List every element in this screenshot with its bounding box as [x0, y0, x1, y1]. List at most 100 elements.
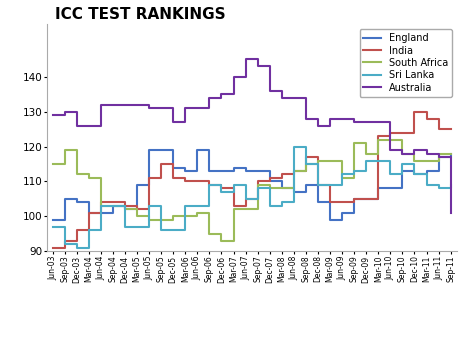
- Australia: [183, 106, 188, 110]
- South Africa: [86, 176, 92, 180]
- Australia: [279, 96, 285, 100]
- England: [424, 169, 429, 173]
- South Africa: [243, 207, 248, 211]
- Sri Lanka: [171, 228, 176, 232]
- South Africa: [291, 169, 297, 173]
- South Africa: [339, 176, 345, 180]
- Sri Lanka: [291, 144, 297, 149]
- South Africa: [134, 214, 140, 218]
- Sri Lanka: [62, 242, 68, 246]
- Sri Lanka: [134, 225, 140, 229]
- Sri Lanka: [424, 183, 429, 187]
- India: [50, 246, 55, 250]
- Australia: [158, 106, 164, 110]
- England: [255, 169, 260, 173]
- Sri Lanka: [146, 204, 152, 208]
- England: [388, 186, 393, 191]
- Sri Lanka: [279, 200, 285, 205]
- South Africa: [303, 162, 308, 166]
- India: [363, 197, 369, 201]
- Line: Sri Lanka: Sri Lanka: [53, 147, 451, 248]
- South Africa: [448, 151, 453, 156]
- Australia: [376, 120, 381, 124]
- Australia: [388, 148, 393, 152]
- England: [195, 148, 200, 152]
- England: [436, 155, 441, 159]
- South Africa: [219, 239, 224, 243]
- England: [122, 207, 128, 211]
- Australia: [231, 75, 236, 79]
- India: [436, 127, 441, 131]
- South Africa: [231, 207, 236, 211]
- Text: ICC TEST RANKINGS: ICC TEST RANKINGS: [55, 7, 226, 22]
- Sri Lanka: [376, 158, 381, 163]
- Sri Lanka: [158, 228, 164, 232]
- South Africa: [158, 218, 164, 222]
- India: [279, 172, 285, 177]
- Sri Lanka: [267, 204, 273, 208]
- Australia: [62, 110, 68, 114]
- Line: India: India: [53, 112, 451, 248]
- Australia: [363, 120, 369, 124]
- Sri Lanka: [411, 172, 417, 177]
- India: [74, 228, 80, 232]
- South Africa: [315, 158, 321, 163]
- South Africa: [146, 218, 152, 222]
- South Africa: [351, 141, 357, 145]
- India: [98, 200, 103, 205]
- Sri Lanka: [327, 183, 333, 187]
- Line: Australia: Australia: [53, 59, 451, 213]
- India: [86, 211, 92, 215]
- India: [243, 197, 248, 201]
- England: [351, 197, 357, 201]
- India: [134, 207, 140, 211]
- Australia: [400, 151, 405, 156]
- Australia: [98, 103, 103, 107]
- India: [411, 110, 417, 114]
- England: [303, 183, 308, 187]
- Australia: [74, 124, 80, 128]
- India: [171, 176, 176, 180]
- Australia: [448, 211, 453, 215]
- India: [388, 131, 393, 135]
- Legend: England, India, South Africa, Sri Lanka, Australia: England, India, South Africa, Sri Lanka,…: [359, 29, 452, 97]
- Australia: [219, 92, 224, 96]
- Australia: [50, 113, 55, 117]
- England: [267, 179, 273, 184]
- Australia: [351, 120, 357, 124]
- India: [122, 204, 128, 208]
- India: [183, 179, 188, 184]
- Australia: [339, 117, 345, 121]
- India: [400, 131, 405, 135]
- Sri Lanka: [363, 158, 369, 163]
- South Africa: [171, 214, 176, 218]
- England: [291, 190, 297, 194]
- India: [146, 176, 152, 180]
- Sri Lanka: [122, 225, 128, 229]
- England: [448, 151, 453, 156]
- South Africa: [195, 211, 200, 215]
- England: [146, 148, 152, 152]
- South Africa: [255, 183, 260, 187]
- South Africa: [110, 204, 116, 208]
- South Africa: [327, 158, 333, 163]
- England: [231, 165, 236, 170]
- Sri Lanka: [195, 204, 200, 208]
- Sri Lanka: [303, 162, 308, 166]
- Sri Lanka: [74, 246, 80, 250]
- India: [424, 117, 429, 121]
- India: [206, 183, 212, 187]
- India: [351, 197, 357, 201]
- Australia: [315, 124, 321, 128]
- England: [74, 200, 80, 205]
- Australia: [243, 57, 248, 61]
- Australia: [146, 106, 152, 110]
- South Africa: [62, 148, 68, 152]
- Line: England: England: [53, 150, 451, 220]
- Australia: [206, 96, 212, 100]
- South Africa: [50, 162, 55, 166]
- South Africa: [411, 158, 417, 163]
- Australia: [327, 117, 333, 121]
- India: [448, 127, 453, 131]
- England: [327, 218, 333, 222]
